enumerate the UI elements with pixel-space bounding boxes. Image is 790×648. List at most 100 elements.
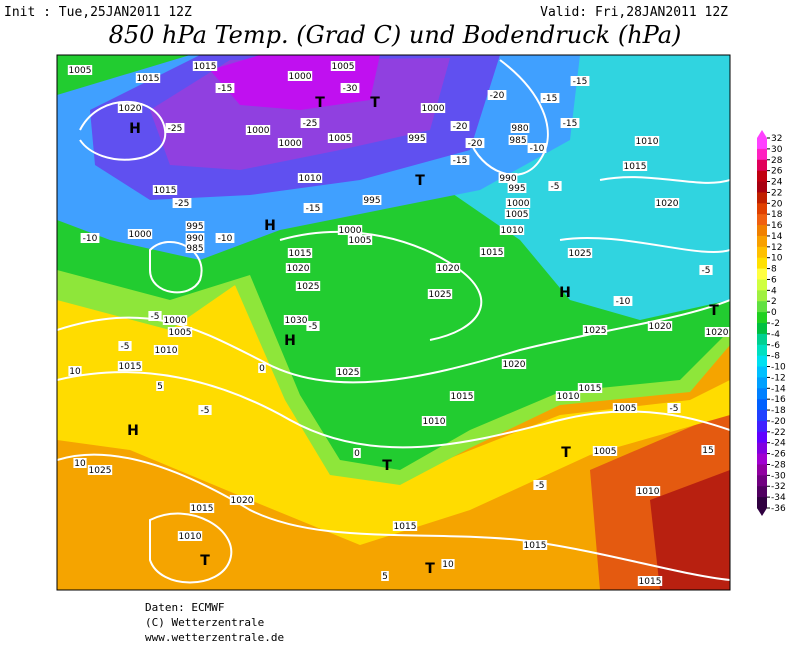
label-box [435,263,461,273]
label-box [80,233,100,243]
isoline-label: 5 [382,572,388,582]
pressure-center: H [127,423,139,439]
colorbar-label: -30 [771,471,786,481]
isoline-label: 1020 [231,496,254,506]
colorbar-label: -26 [771,450,786,460]
isoline-label: 1025 [89,466,112,476]
colorbar-label: -12 [771,373,786,383]
isoline-label: -25 [175,199,190,209]
label-box [353,448,361,458]
colorbar-swatch [757,333,767,346]
colorbar-label: -22 [771,428,786,438]
isoline-label: 1015 [624,162,647,172]
isoline-label: 1010 [423,417,446,427]
isoline-label: 1025 [569,249,592,259]
label-box [560,118,580,128]
label-box [441,559,455,569]
label-box [185,221,205,231]
isoline-label: -15 [543,94,558,104]
label-box [215,83,235,93]
colorbar-label: -8 [771,352,780,362]
colorbar-swatch [757,138,767,150]
isoline-label: -25 [168,124,183,134]
isoline-label: -5 [121,342,130,352]
colorbar-swatch [757,420,767,433]
isoline-label: 1000 [247,126,270,136]
footer-copyright: (C) Wetterzentrale [145,616,264,629]
colorbar-swatch [757,192,767,204]
isoline-label: -5 [551,182,560,192]
isoline-label: 5 [157,382,163,392]
isoline-label: 1020 [649,322,672,332]
isoline-label: 15 [702,446,713,456]
label-box [420,103,446,113]
label-box [637,576,663,586]
valid-time: Valid: Fri,28JAN2011 12Z [540,5,728,20]
colorbar-label: 14 [771,232,783,242]
colorbar-label: 8 [771,265,777,275]
colorbar-label: 32 [771,134,782,144]
colorbar-label: 22 [771,188,782,198]
isoline-label: 1010 [557,392,580,402]
label-box [392,521,418,531]
label-box [167,327,193,337]
colorbar-label: 6 [771,275,777,285]
isoline-label: 0 [354,449,360,459]
isoline-label: 1015 [137,74,160,84]
isoline-label: -5 [201,406,210,416]
isoline-label: 1010 [299,174,322,184]
isoline-label: 1010 [179,532,202,542]
label-box [287,71,313,81]
label-box [285,263,311,273]
isoline-label: 1000 [164,316,187,326]
colorbar-label: -20 [771,417,786,427]
label-box [335,367,361,377]
pressure-center: H [559,285,571,301]
isoline-label: -15 [573,77,588,87]
label-box [306,321,320,331]
isoline-label: 1015 [394,522,417,532]
label-box [347,235,373,245]
label-box [592,446,618,456]
label-box [504,209,530,219]
label-box [327,133,353,143]
colorbar-swatch [757,497,767,509]
label-box [613,296,633,306]
map-field [57,55,730,590]
isoline-label: 1005 [594,447,617,457]
label-box [582,325,608,335]
isoline-label: 990 [186,234,203,244]
label-box [567,248,593,258]
colorbar-label: 4 [771,286,777,296]
pressure-center: T [415,173,425,189]
label-box [505,198,531,208]
isoline-label: 1020 [119,104,142,114]
label-box [177,531,203,541]
colorbar-label: 18 [771,210,783,220]
colorbar-label: -16 [771,395,786,405]
label-box [533,480,547,490]
label-box [152,185,178,195]
label-box [622,161,648,171]
label-box [635,486,661,496]
isoline-label: 995 [363,196,380,206]
isoline-label: 1020 [706,328,729,338]
colorbar-arrow-bottom [757,508,767,516]
isoline-label: -5 [670,404,679,414]
colorbar-swatch [757,442,767,455]
label-box [522,540,548,550]
map-title: 850 hPa Temp. (Grad C) und Bodendruck (h… [109,21,682,49]
pressure-center: H [129,121,141,137]
colorbar-swatch [757,344,767,357]
isoline-label: 990 [499,174,516,184]
colorbar-label: -34 [771,493,786,503]
colorbar-label: 0 [771,308,777,318]
label-box [421,416,447,426]
isoline-label: 1015 [579,384,602,394]
label-box [156,381,164,391]
label-box [229,495,255,505]
isoline-label: -5 [702,266,711,276]
colorbar-swatch [757,453,767,465]
isoline-label: 985 [509,136,526,146]
colorbar-swatch [757,170,767,183]
